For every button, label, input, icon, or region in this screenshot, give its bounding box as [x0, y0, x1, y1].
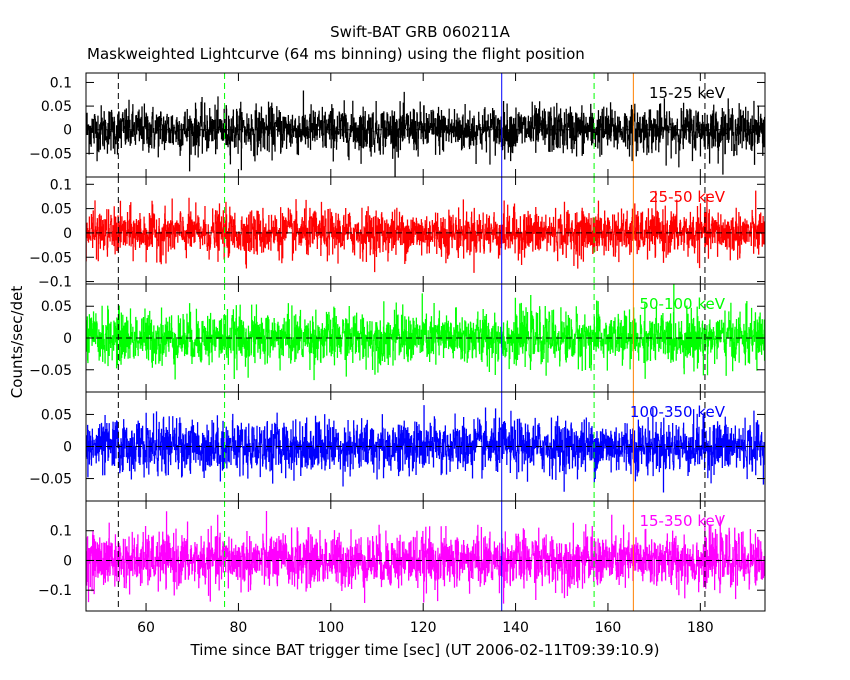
y-tick-label: −0.1: [38, 275, 72, 291]
x-tick-label: 140: [502, 620, 529, 636]
band-label: 100-350 keV: [630, 403, 726, 421]
band-label: 15-25 keV: [649, 84, 726, 102]
band-label: 50-100 keV: [639, 295, 725, 313]
y-tick-label: −0.05: [29, 250, 72, 266]
y-tick-label: 0: [63, 226, 72, 242]
y-tick-label: 0: [63, 331, 72, 347]
x-axis-title: Time since BAT trigger time [sec] (UT 20…: [190, 641, 660, 659]
band-label: 25-50 keV: [649, 188, 726, 206]
y-tick-label: 0: [63, 123, 72, 139]
y-tick-label: −0.05: [29, 472, 72, 488]
y-tick-label: 0: [63, 440, 72, 456]
y-tick-label: 0.1: [50, 75, 72, 91]
y-axis-title: Counts/sec/det: [8, 286, 26, 399]
x-tick-label: 80: [230, 620, 248, 636]
panel-25-50-kev: 0.1 0.05 0 −0.05 −0.1 25-50 keV: [29, 177, 765, 291]
panel-100-350-kev: 0.05 0 −0.05 100-350 keV: [29, 392, 765, 501]
y-tick-label: 0.05: [41, 202, 72, 218]
lightcurve-series: [86, 91, 765, 177]
y-tick-label: 0: [63, 553, 72, 569]
y-tick-label: 0.1: [50, 524, 72, 540]
x-tick-label: 160: [595, 620, 622, 636]
chart-subtitle: Maskweighted Lightcurve (64 ms binning) …: [87, 45, 585, 63]
y-tick-label: 0.05: [41, 299, 72, 315]
y-tick-label: 0.1: [50, 177, 72, 193]
lightcurve-figure: Swift-BAT GRB 060211A Maskweighted Light…: [0, 0, 850, 680]
y-tick-label: 0.05: [41, 407, 72, 423]
x-tick-label: 120: [410, 620, 437, 636]
x-tick-label: 100: [317, 620, 344, 636]
y-tick-label: 0.05: [41, 99, 72, 115]
chart-title: Swift-BAT GRB 060211A: [330, 23, 510, 41]
x-tick-label: 60: [137, 620, 155, 636]
panel-15-350-kev: 0.1 0 −0.1 15-350 keV: [38, 501, 765, 611]
plot-area: 0.1 0.05 0 −0.05 15-25 keV 0.1 0.05 0 −0.05 −0.1 2…: [29, 73, 765, 636]
panel-15-25-kev: 0.1 0.05 0 −0.05 15-25 keV: [29, 73, 765, 177]
panel-50-100-kev: 0.05 0 −0.05 50-100 keV: [29, 281, 765, 392]
y-tick-label: −0.05: [29, 146, 72, 162]
band-label: 15-350 keV: [639, 512, 725, 530]
y-tick-label: −0.1: [38, 583, 72, 599]
y-tick-label: −0.05: [29, 363, 72, 379]
x-tick-label: 180: [687, 620, 714, 636]
